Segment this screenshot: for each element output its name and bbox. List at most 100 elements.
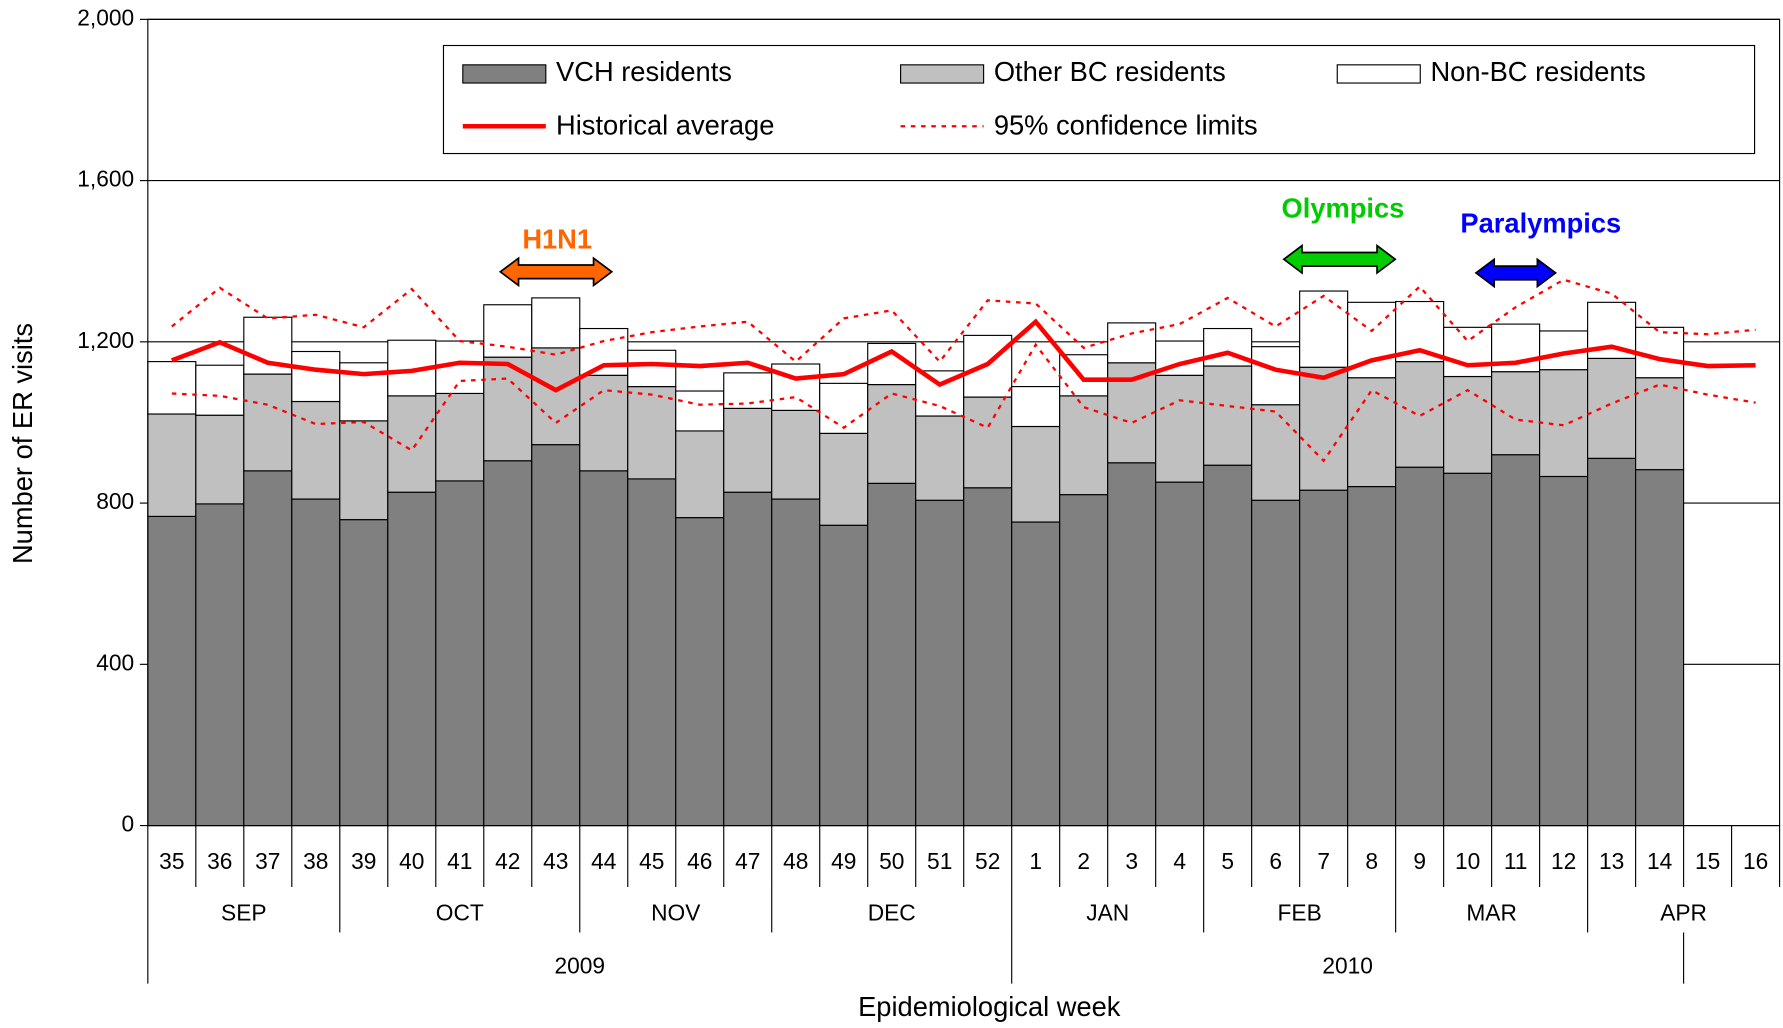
month-label: JAN — [1086, 899, 1129, 925]
bar-segment — [1155, 374, 1205, 483]
bar-segment — [435, 480, 485, 827]
bar-segment — [819, 432, 869, 526]
bar-segment — [339, 519, 389, 827]
bar-segment — [1443, 326, 1493, 378]
month-label: DEC — [868, 899, 916, 925]
bar-segment — [1299, 366, 1349, 491]
bar-segment — [579, 374, 629, 472]
bar-segment — [1587, 457, 1637, 827]
bar-segment — [1587, 357, 1637, 459]
bar-segment — [963, 487, 1013, 827]
bar-segment — [435, 392, 485, 482]
bar-segment — [147, 413, 197, 517]
x-tick-label: 50 — [879, 848, 904, 874]
x-tick-label: 44 — [591, 848, 616, 874]
y-axis-label: Number of ER visits — [7, 323, 38, 564]
bar-segment — [1395, 361, 1445, 468]
x-axis-label: Epidemiological week — [858, 991, 1121, 1022]
bar-segment — [147, 515, 197, 827]
annotation-label: Olympics — [1282, 193, 1405, 224]
bar-segment — [1107, 462, 1157, 827]
x-tick-label: 8 — [1365, 848, 1378, 874]
x-tick-label: 42 — [495, 848, 520, 874]
bar-segment — [1539, 475, 1589, 827]
x-tick-label: 46 — [687, 848, 712, 874]
y-tick-label: 400 — [96, 649, 134, 675]
x-tick-label: 38 — [303, 848, 328, 874]
x-tick-label: 11 — [1504, 848, 1528, 874]
bar-segment — [531, 297, 581, 349]
legend-swatch — [1336, 64, 1421, 84]
x-tick-label: 15 — [1695, 848, 1720, 874]
bar-segment — [1251, 346, 1301, 406]
bar-segment — [1011, 521, 1061, 827]
month-label: SEP — [221, 899, 267, 925]
x-tick-label: 12 — [1551, 848, 1576, 874]
bar-segment — [1347, 485, 1397, 827]
bar-segment — [1299, 489, 1349, 827]
year-label: 2009 — [554, 953, 605, 979]
x-tick-label: 45 — [639, 848, 664, 874]
bar-segment — [291, 350, 341, 403]
bar-segment — [147, 361, 197, 415]
bar-segment — [675, 517, 725, 827]
x-tick-label: 51 — [927, 848, 952, 874]
bar-segment — [915, 415, 965, 501]
legend-swatch — [900, 64, 985, 84]
x-tick-label: 47 — [735, 848, 760, 874]
annotation-label: H1N1 — [522, 223, 592, 254]
x-tick-label: 13 — [1599, 848, 1624, 874]
x-tick-label: 7 — [1317, 848, 1330, 874]
bar-segment — [1011, 425, 1061, 523]
x-tick-label: 40 — [399, 848, 424, 874]
bar-segment — [771, 409, 821, 500]
bar-segment — [627, 386, 677, 480]
bar-segment — [1635, 377, 1685, 471]
annotation-label: Paralympics — [1460, 207, 1621, 238]
bar-segment — [1539, 369, 1589, 478]
x-tick-label: 37 — [255, 848, 280, 874]
bar-segment — [963, 396, 1013, 489]
x-tick-label: 41 — [447, 848, 472, 874]
bar-segment — [819, 524, 869, 827]
legend-label: 95% confidence limits — [994, 110, 1258, 141]
bar-segment — [1635, 469, 1685, 827]
bar-segment — [723, 407, 773, 493]
legend-label: Non-BC residents — [1430, 56, 1645, 87]
legend-label: Historical average — [556, 110, 774, 141]
x-tick-label: 49 — [831, 848, 856, 874]
bar-segment — [531, 347, 581, 446]
bar-segment — [483, 460, 533, 827]
month-label: NOV — [651, 899, 701, 925]
bar-segment — [291, 400, 341, 500]
x-tick-label: 9 — [1413, 848, 1426, 874]
y-tick-label: 1,200 — [77, 327, 134, 353]
x-tick-label: 36 — [207, 848, 232, 874]
bar-segment — [1443, 472, 1493, 827]
y-tick-label: 1,600 — [77, 166, 134, 192]
bar-segment — [1443, 375, 1493, 474]
x-tick-label: 14 — [1647, 848, 1672, 874]
month-label: FEB — [1278, 899, 1322, 925]
bar-segment — [1155, 481, 1205, 827]
bar-segment — [867, 482, 917, 827]
bar-segment — [867, 384, 917, 484]
bar-segment — [291, 498, 341, 827]
bar-segment — [675, 390, 725, 432]
bar-segment — [1299, 290, 1349, 368]
bar-segment — [1395, 466, 1445, 827]
bar-segment — [531, 444, 581, 827]
bar-segment — [243, 373, 293, 472]
bar-segment — [195, 503, 245, 827]
bar-segment — [627, 349, 677, 388]
month-label: APR — [1660, 899, 1707, 925]
x-tick-label: 39 — [351, 848, 376, 874]
annotation-arrow — [1282, 243, 1397, 275]
bar-segment — [387, 395, 437, 493]
bar-segment — [1251, 404, 1301, 501]
x-tick-label: 4 — [1173, 848, 1186, 874]
legend-label: VCH residents — [556, 56, 732, 87]
x-tick-label: 3 — [1125, 848, 1138, 874]
bar-segment — [771, 498, 821, 827]
bar-segment — [195, 414, 245, 505]
